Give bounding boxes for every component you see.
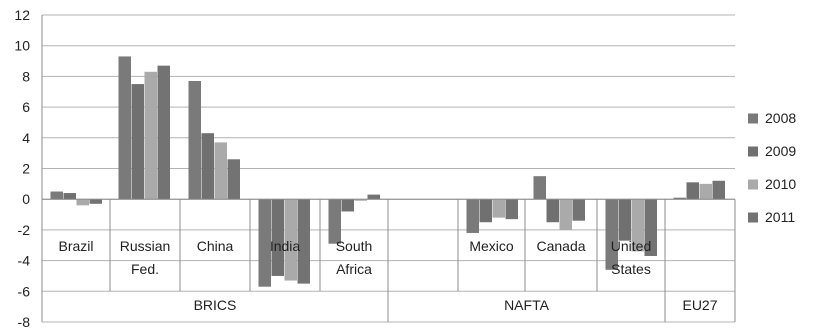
bar — [201, 133, 214, 200]
bar — [686, 182, 699, 200]
bar — [492, 199, 505, 218]
bar — [354, 199, 367, 201]
bar — [546, 199, 559, 223]
bar — [505, 199, 518, 220]
category-label: China — [197, 238, 234, 254]
bar — [227, 159, 240, 200]
bar — [559, 199, 572, 230]
bar — [118, 56, 131, 200]
y-tick-label: 0 — [22, 191, 30, 207]
bar — [297, 199, 310, 284]
group-label: EU27 — [682, 297, 717, 313]
bar — [214, 142, 227, 200]
bar — [466, 199, 479, 233]
y-tick-label: -6 — [18, 283, 31, 299]
group-label: BRICS — [194, 297, 237, 313]
bar — [631, 199, 644, 252]
category-label: Russian — [120, 238, 171, 254]
bar — [712, 180, 725, 200]
category-label: Canada — [536, 238, 585, 254]
bar — [271, 199, 284, 276]
category-label: South — [336, 238, 373, 254]
y-tick-label: -8 — [18, 314, 31, 330]
legend-label: 2008 — [765, 110, 796, 126]
bar — [63, 193, 76, 200]
y-tick-label: 2 — [22, 161, 30, 177]
bars — [50, 56, 725, 287]
y-tick-label: -2 — [18, 222, 31, 238]
bar — [188, 81, 201, 200]
category-label: Brazil — [58, 238, 93, 254]
legend-swatch — [748, 179, 758, 190]
category-label: United — [611, 238, 651, 254]
bar — [673, 197, 686, 200]
bar — [157, 65, 170, 200]
bar — [341, 199, 354, 212]
legend-label: 2009 — [765, 143, 796, 159]
bar — [367, 194, 380, 200]
bar — [258, 199, 271, 287]
bar — [572, 199, 585, 221]
bar — [618, 199, 631, 241]
bar — [284, 199, 297, 281]
y-tick-label: 6 — [22, 99, 30, 115]
legend-label: 2010 — [765, 176, 796, 192]
category-separators — [41, 199, 736, 322]
legend-swatch — [748, 113, 758, 124]
category-labels: Brazil Russian Fed. China India South Africa Me… — [58, 238, 651, 277]
category-label: States — [611, 261, 651, 277]
bar — [328, 199, 341, 244]
category-label: Fed. — [131, 261, 159, 277]
category-label: India — [270, 238, 301, 254]
y-tick-label: 12 — [14, 7, 30, 23]
legend-swatch — [748, 212, 758, 223]
bar — [479, 199, 492, 223]
bar — [76, 199, 89, 206]
group-labels: BRICS NAFTA EU27 — [194, 297, 718, 313]
bar — [131, 84, 144, 200]
group-label: NAFTA — [504, 297, 550, 313]
bar — [605, 199, 618, 270]
legend-label: 2011 — [765, 209, 795, 225]
category-label: Africa — [336, 261, 372, 277]
bar — [644, 199, 657, 256]
bar — [144, 71, 157, 200]
bar — [533, 176, 546, 200]
y-tick-label: -4 — [18, 253, 31, 269]
legend: 2008 2009 2010 2011 — [748, 110, 796, 225]
y-tick-label: 8 — [22, 68, 30, 84]
y-tick-label: 4 — [22, 130, 30, 146]
bar — [699, 183, 712, 200]
y-tick-label: 10 — [14, 38, 30, 54]
bar — [89, 199, 102, 204]
category-label: Mexico — [469, 238, 514, 254]
bar — [50, 191, 63, 200]
legend-swatch — [748, 146, 758, 157]
y-tick-labels: 12 10 8 6 4 2 0 -2 -4 -6 -8 — [14, 7, 30, 330]
